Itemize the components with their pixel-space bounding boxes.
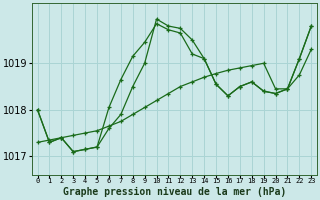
X-axis label: Graphe pression niveau de la mer (hPa): Graphe pression niveau de la mer (hPa) <box>63 187 286 197</box>
